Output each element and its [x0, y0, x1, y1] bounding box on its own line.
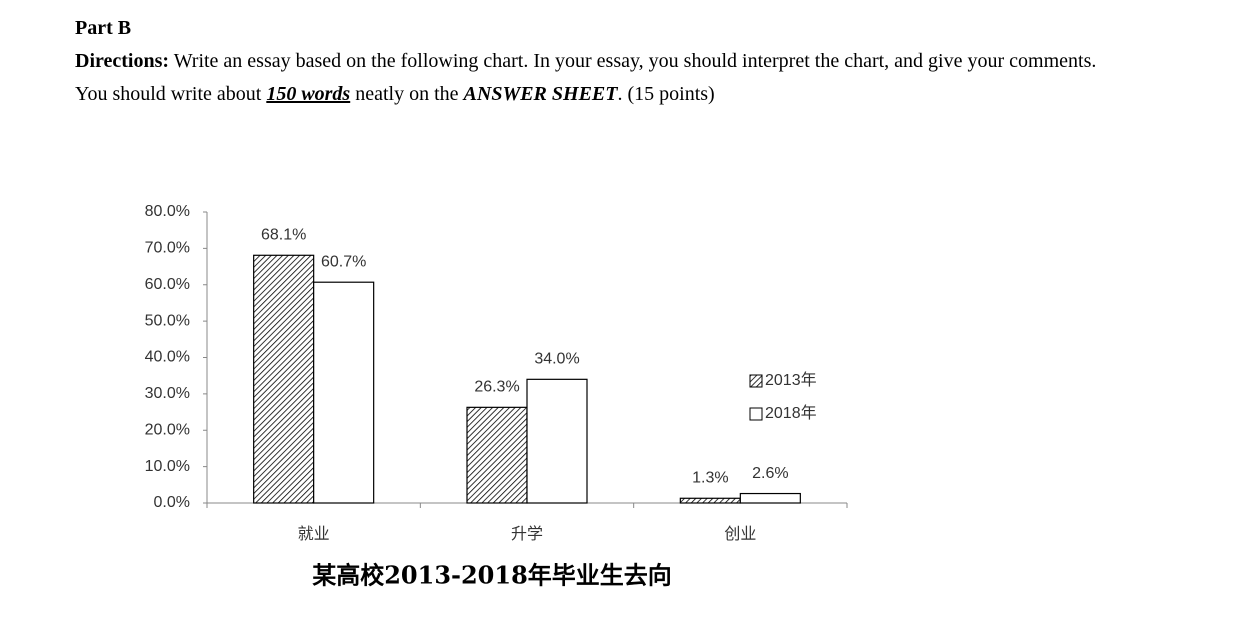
y-tick-label: 70.0%	[145, 240, 190, 257]
data-label: 1.3%	[692, 469, 728, 486]
legend-swatch	[749, 407, 763, 421]
answer-sheet: ANSWER SHEET	[463, 83, 618, 105]
bar	[466, 406, 528, 504]
y-tick-label: 60.0%	[145, 276, 190, 293]
y-tick-label: 50.0%	[145, 312, 190, 329]
word-count: 150 words	[266, 83, 351, 105]
directions-text: Write an essay based on the following ch…	[173, 50, 1097, 72]
x-tick-label: 升学	[511, 525, 543, 543]
bar	[313, 281, 375, 504]
data-label: 68.1%	[261, 227, 306, 244]
y-tick-label: 80.0%	[145, 203, 190, 220]
part-heading: Part B	[75, 17, 132, 39]
data-label: 26.3%	[474, 379, 519, 396]
legend-swatch	[749, 374, 763, 388]
instruction-text: . (15 points)	[617, 83, 715, 105]
instruction-text: neatly on the	[350, 83, 464, 105]
document: Part B Directions: Write an essay based …	[75, 12, 1166, 111]
bar	[679, 497, 741, 504]
x-tick-label: 就业	[298, 525, 330, 543]
bar	[253, 254, 315, 504]
y-tick-label: 30.0%	[145, 385, 190, 402]
legend-label: 2018年	[765, 404, 817, 422]
data-label: 2.6%	[752, 465, 788, 482]
x-tick-label: 创业	[724, 525, 756, 543]
directions-label: Directions:	[75, 50, 170, 72]
bar	[739, 492, 801, 504]
legend-label: 2013年	[765, 371, 817, 389]
bar	[526, 378, 588, 504]
y-tick-label: 40.0%	[145, 349, 190, 366]
data-label: 60.7%	[321, 253, 366, 270]
chart-title: 某高校2013-2018年毕业生去向	[312, 561, 672, 590]
data-label: 34.0%	[534, 351, 579, 368]
y-tick-label: 20.0%	[145, 421, 190, 438]
instruction: You should write about 150 words neatly …	[75, 78, 1166, 111]
y-tick-label: 10.0%	[145, 458, 190, 475]
directions: Directions: Write an essay based on the …	[75, 45, 1166, 78]
y-tick-label: 0.0%	[154, 494, 190, 511]
instruction-text: You should write about	[75, 83, 267, 105]
